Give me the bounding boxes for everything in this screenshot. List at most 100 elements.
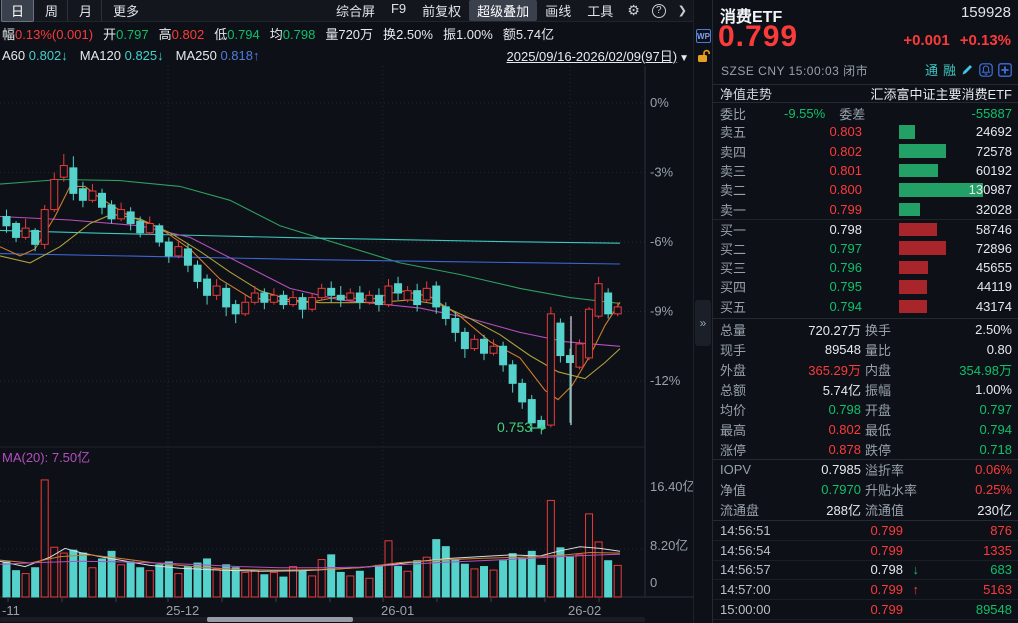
order-row-卖一[interactable]: 卖一 0.799 32028: [713, 200, 1018, 219]
order-row-买三[interactable]: 买三 0.796 45655: [713, 258, 1018, 277]
order-row-卖二[interactable]: 卖二 0.800 130987: [713, 180, 1018, 199]
order-price: 0.796: [829, 259, 862, 275]
info-value: 0.794: [227, 26, 260, 42]
tool-超级叠加[interactable]: 超级叠加: [469, 0, 538, 21]
info-振: 振1.00%: [443, 24, 493, 43]
tab-月[interactable]: 月: [70, 0, 103, 21]
toolbar: 日周月更多 综合屏 F9 前复权 超级叠加 画线 工具 ⚙ ? ❯: [0, 0, 693, 22]
stat-value: 0.7970: [821, 481, 861, 497]
order-price: 0.802: [829, 143, 862, 159]
order-volume: 60192: [975, 162, 1012, 178]
nav-value-row[interactable]: 净值走势 汇添富中证主要消费ETF: [713, 84, 1018, 103]
order-volume: 72578: [975, 143, 1012, 159]
ma-MA120: MA120 0.825↓: [80, 48, 164, 63]
tool-工具[interactable]: 工具: [587, 4, 614, 19]
stat-value: 230亿: [977, 502, 1012, 518]
edit-pencil-icon[interactable]: [961, 63, 974, 76]
quote-info-row: 幅0.13%(0.001) 开0.797 高0.802 低0.794 均0.798 量72…: [0, 22, 693, 44]
tag-tong: 通: [924, 63, 938, 78]
trade-price: 0.799: [870, 522, 903, 538]
order-price: 0.794: [829, 298, 862, 314]
stat-label: 涨停: [720, 442, 747, 458]
stat-row-均价: 均价 0.798 开盘 0.797: [713, 399, 1018, 419]
trade-row: 14:56:54 0.799 1335: [713, 541, 1018, 561]
order-row-卖三[interactable]: 卖三 0.801 60192: [713, 161, 1018, 180]
collapse-panel-button[interactable]: »: [695, 300, 711, 346]
order-label: 卖五: [720, 125, 747, 141]
svg-text:8.20亿: 8.20亿: [650, 538, 688, 553]
tool-前复权[interactable]: 前复权: [422, 4, 462, 19]
ma-slow-line: [0, 213, 621, 380]
stat-label: 溢折率: [865, 463, 905, 478]
tab-周[interactable]: 周: [36, 0, 69, 21]
ma-label: MA120: [79, 47, 125, 63]
stat-value: 0.802: [828, 421, 861, 437]
help-icon[interactable]: ?: [651, 3, 666, 18]
chart-panel-gutter: WP »: [693, 0, 712, 623]
svg-text:26-02: 26-02: [568, 603, 601, 618]
order-book: 卖五 0.803 24692 卖四 0.802 72578 卖三 0.801 60192 卖二 0.…: [713, 122, 1018, 316]
tab-日[interactable]: 日: [1, 0, 35, 22]
stat-label: 振幅: [865, 382, 892, 398]
gear-icon[interactable]: ⚙: [627, 2, 640, 18]
quote-panel: 消费ETF 159928 0.799 +0.001 +0.13% SZSE CNY…: [712, 0, 1018, 623]
svg-text:0.753: 0.753: [497, 419, 532, 435]
low-price-annotation: 0.753: [497, 419, 546, 435]
stat-value: 0.718: [979, 441, 1012, 457]
svg-text:-11: -11: [2, 603, 20, 618]
tab-更多[interactable]: 更多: [113, 4, 140, 19]
trade-row: 14:57:00 0.799 ↑ 5163: [713, 580, 1018, 601]
date-range-label: 2025/09/16-2026/02/09(97日): [506, 48, 678, 64]
order-price: 0.801: [829, 162, 862, 178]
order-volume: 72896: [975, 240, 1012, 256]
unlock-icon[interactable]: [697, 49, 710, 63]
info-高: 高0.802: [159, 24, 205, 43]
order-row-卖四[interactable]: 卖四 0.802 72578: [713, 141, 1018, 160]
stat-row-最高: 最高 0.802 最低 0.794: [713, 419, 1018, 439]
order-row-买一[interactable]: 买一 0.798 58746: [713, 218, 1018, 238]
order-price: 0.795: [829, 279, 862, 295]
kline-chart[interactable]: 0.753 0% -3% -6% -9% -12% 16.40亿 8.20亿 0 -11 25-12…: [0, 66, 693, 623]
quote-actions: 通 融: [925, 60, 1012, 79]
stat-value: 288亿: [826, 502, 861, 518]
info-开: 开0.797: [103, 24, 149, 43]
fund-full-name: 汇添富中证主要消费ETF: [870, 87, 1012, 102]
wencai-wp-icon[interactable]: WP: [696, 29, 711, 43]
info-label: 开: [103, 26, 117, 42]
order-price: 0.803: [829, 124, 862, 140]
order-row-卖五[interactable]: 卖五 0.803 24692: [713, 122, 1018, 141]
stat-label: 总量: [720, 322, 747, 338]
etf-name: 消费ETF: [720, 9, 783, 26]
toolbar-tools: 综合屏 F9 前复权 超级叠加 画线 工具 ⚙ ? ❯: [328, 0, 693, 22]
order-volume: 43174: [975, 298, 1012, 314]
add-plus-icon[interactable]: [998, 62, 1012, 77]
info-量: 量720万: [325, 24, 373, 43]
tool-F9[interactable]: F9: [390, 1, 407, 16]
info-value: 5.74亿: [515, 26, 555, 42]
depth-bar: [899, 299, 927, 314]
info-value: 720万: [338, 26, 374, 42]
chevron-right-icon[interactable]: ❯: [677, 5, 687, 17]
tool-综合屏[interactable]: 综合屏: [335, 4, 375, 19]
depth-bar: [899, 183, 983, 197]
tool-buttons: 综合屏 F9 前复权 超级叠加 画线 工具: [328, 0, 621, 21]
order-row-买四[interactable]: 买四 0.795 44119: [713, 277, 1018, 296]
stat-label: IOPV: [720, 462, 752, 477]
info-value: 1.00%: [455, 26, 493, 42]
depth-bar: [899, 144, 946, 158]
svg-text:-3%: -3%: [650, 165, 674, 180]
stat-label: 内盘: [865, 362, 892, 378]
ma-legend-row: A60 0.802↓ MA120 0.825↓ MA250 0.818↑ 2025/…: [0, 44, 693, 66]
tool-画线[interactable]: 画线: [545, 4, 572, 19]
date-range-selector[interactable]: 2025/09/16-2026/02/09(97日) ▼: [507, 46, 689, 65]
stat-label: 跌停: [865, 442, 892, 458]
info-低: 低0.794: [214, 24, 260, 43]
order-row-买五[interactable]: 买五 0.794 43174: [713, 297, 1018, 316]
info-label: 量: [325, 26, 339, 42]
ma-value: 0.802↓: [28, 47, 68, 63]
order-row-买二[interactable]: 买二 0.797 72896: [713, 238, 1018, 257]
alert-bell-icon[interactable]: [979, 62, 993, 77]
chart-scrollbar-thumb[interactable]: [207, 617, 353, 622]
volume-bars: [2, 479, 622, 598]
info-value: 0.797: [116, 26, 149, 42]
